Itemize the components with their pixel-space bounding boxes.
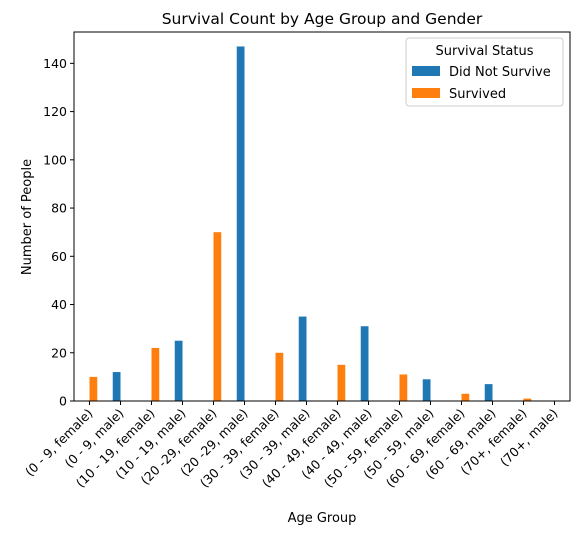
y-tick-label: 40	[51, 297, 67, 312]
legend-swatch-did-not-survive	[412, 66, 440, 76]
bars-group	[89, 46, 532, 402]
bar-survived	[151, 347, 160, 401]
y-tick-label: 80	[51, 201, 67, 216]
y-tick-label: 20	[51, 345, 67, 360]
y-tick-label: 60	[51, 249, 67, 264]
bar-survived	[337, 364, 346, 401]
legend-title: Survival Status	[436, 44, 534, 59]
bar-survived	[213, 232, 222, 401]
x-axis: (0 - 9, female)(0 - 9, male)(10 - 19, fe…	[22, 401, 561, 490]
bar-survived	[275, 352, 284, 401]
y-tick-label: 100	[43, 152, 67, 167]
bar-did-not-survive	[236, 46, 245, 402]
y-tick-label: 0	[59, 394, 67, 409]
y-tick-label: 140	[43, 56, 67, 71]
bar-survived	[89, 376, 98, 401]
bar-did-not-survive	[112, 372, 121, 401]
bar-survived	[523, 398, 532, 401]
bar-did-not-survive	[298, 316, 307, 401]
bar-did-not-survive	[422, 379, 431, 401]
y-axis-title: Number of People	[20, 159, 35, 275]
bar-survived	[399, 374, 408, 401]
x-axis-title: Age Group	[288, 511, 357, 526]
y-tick-label: 120	[43, 104, 67, 119]
y-axis: 0 20 40 60 80 100 120 140	[43, 56, 74, 409]
legend-box	[405, 37, 564, 107]
chart-title: Survival Count by Age Group and Gender	[162, 10, 483, 28]
legend: Survival Status Did Not Survive Survived	[405, 37, 564, 107]
legend-label-survived: Survived	[449, 87, 506, 102]
legend-swatch-survived	[412, 88, 440, 98]
bar-did-not-survive	[174, 340, 183, 401]
bar-did-not-survive	[360, 326, 369, 401]
bar-did-not-survive	[484, 384, 493, 401]
plot-frame	[73, 31, 571, 402]
bar-survived	[461, 393, 470, 401]
legend-label-did-not-survive: Did Not Survive	[449, 65, 551, 80]
